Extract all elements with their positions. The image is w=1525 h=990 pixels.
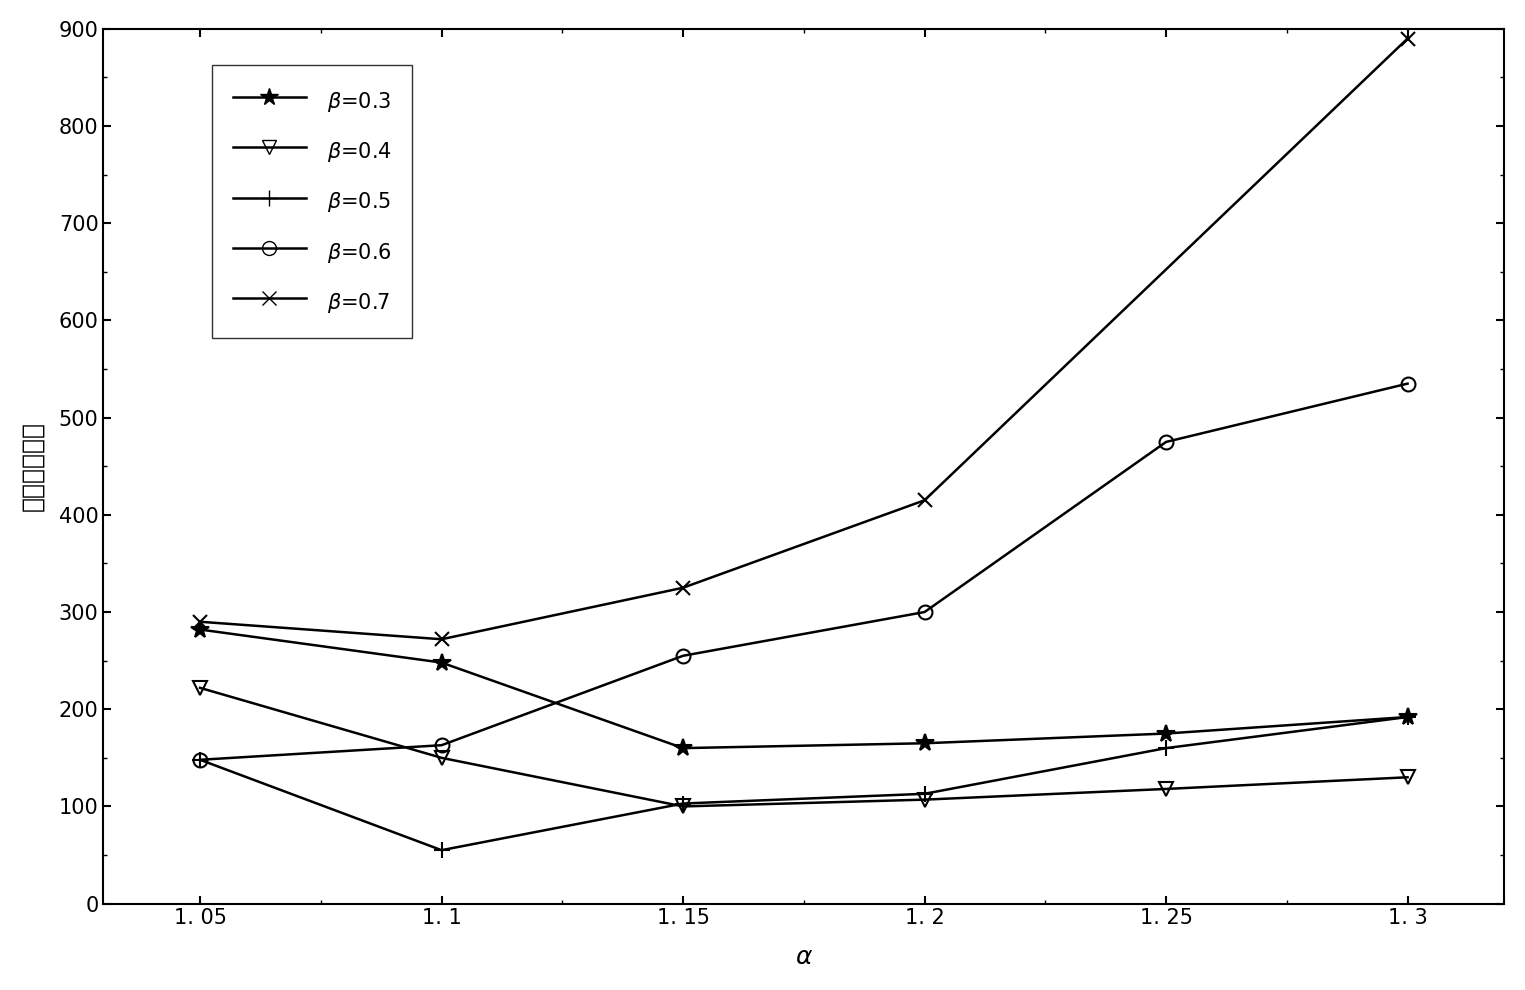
Legend: $\beta$=0.3, $\beta$=0.4, $\beta$=0.5, $\beta$=0.6, $\beta$=0.7: $\beta$=0.3, $\beta$=0.4, $\beta$=0.5, $… [212, 65, 412, 338]
X-axis label: $\alpha$: $\alpha$ [795, 945, 813, 969]
Y-axis label: 平均训练步数: 平均训练步数 [21, 421, 44, 511]
